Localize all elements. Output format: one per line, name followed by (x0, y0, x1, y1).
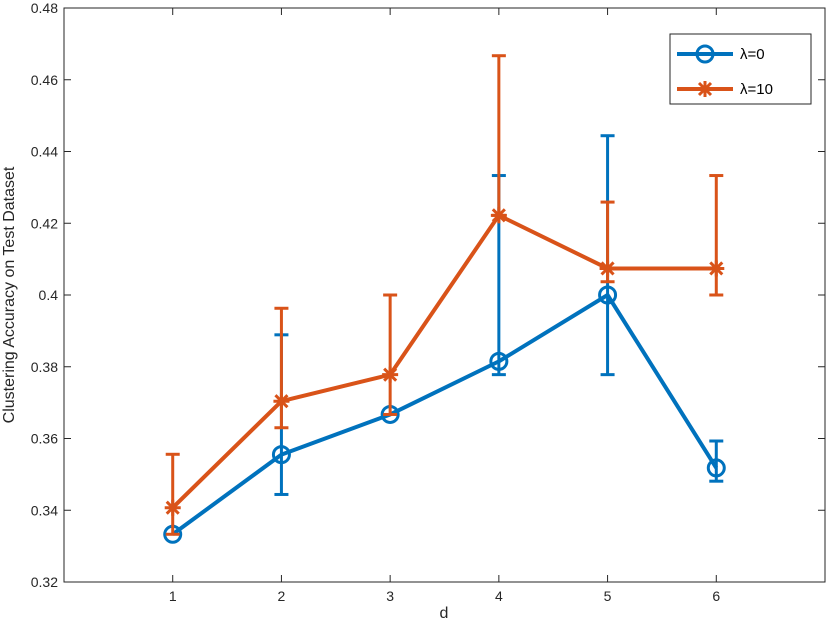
y-tick-label: 0.32 (31, 574, 58, 590)
legend-box (669, 33, 812, 105)
data-point (273, 393, 290, 410)
data-point (706, 458, 726, 478)
data-point (490, 207, 507, 224)
legend: λ=0 λ=10 (669, 33, 812, 105)
markers (163, 285, 726, 544)
data-point (382, 366, 399, 383)
x-tick-label: 6 (712, 588, 720, 604)
data-point (599, 260, 616, 277)
y-tick-label: 0.46 (31, 72, 58, 88)
marker-stroke (491, 208, 506, 223)
legend-label: λ=10 (740, 81, 773, 98)
legend-label: λ=0 (740, 46, 765, 63)
series-line (171, 293, 718, 536)
marker-stroke (709, 261, 724, 276)
marker-stroke (697, 81, 713, 97)
legend-marker (695, 44, 715, 64)
x-tick-label: 2 (278, 588, 286, 604)
legend-entry: λ=10 (677, 81, 773, 98)
y-tick-label: 0.36 (31, 431, 58, 447)
y-tick-label: 0.38 (31, 359, 58, 375)
legend-marker (697, 81, 713, 97)
x-tick-label: 3 (386, 588, 394, 604)
marker-stroke (383, 367, 398, 382)
series-line (171, 213, 717, 510)
x-axis: 1 2 3 4 5 6 (169, 8, 720, 604)
x-tick-label: 1 (169, 588, 177, 604)
data-point (164, 499, 181, 516)
y-tick-label: 0.48 (31, 0, 58, 16)
data-point (489, 351, 509, 371)
markers (164, 207, 725, 516)
series-layer (163, 54, 726, 544)
data-point (708, 260, 725, 277)
marker-stroke (274, 394, 289, 409)
data-point (271, 445, 291, 465)
marker-stroke (165, 500, 180, 515)
x-tick-label: 5 (604, 588, 612, 604)
y-axis-label: Clustering Accuracy on Test Dataset (1, 166, 18, 423)
marker-stroke (600, 261, 615, 276)
y-tick-label: 0.42 (31, 215, 58, 231)
y-tick-label: 0.44 (31, 144, 58, 160)
y-tick-label: 0.34 (31, 502, 58, 518)
legend-entries: λ=0 λ=10 (677, 44, 773, 98)
y-axis: 0.32 0.34 0.36 0.38 0.4 0.42 0.44 0.46 0.48 (31, 0, 825, 590)
y-tick-label: 0.4 (39, 287, 59, 303)
x-tick-label: 4 (495, 588, 503, 604)
legend-entry: λ=0 (677, 44, 765, 64)
data-point (598, 285, 618, 305)
series-2 (164, 54, 725, 536)
x-axis-label: d (440, 605, 449, 622)
